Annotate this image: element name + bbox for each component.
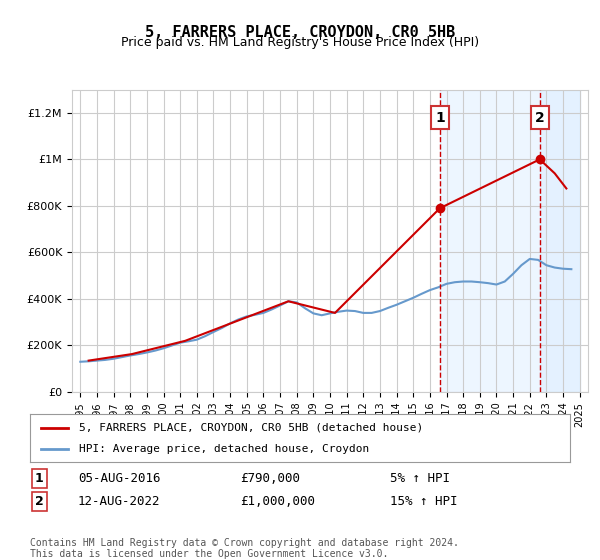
Text: 5, FARRERS PLACE, CROYDON, CR0 5HB: 5, FARRERS PLACE, CROYDON, CR0 5HB [145, 25, 455, 40]
Text: 5% ↑ HPI: 5% ↑ HPI [390, 472, 450, 486]
Text: Price paid vs. HM Land Registry's House Price Index (HPI): Price paid vs. HM Land Registry's House … [121, 36, 479, 49]
Text: £1,000,000: £1,000,000 [240, 494, 315, 508]
Text: £790,000: £790,000 [240, 472, 300, 486]
Text: 2: 2 [535, 110, 545, 124]
Text: 15% ↑ HPI: 15% ↑ HPI [390, 494, 458, 508]
Text: 1: 1 [435, 110, 445, 124]
Text: 2: 2 [35, 494, 43, 508]
Bar [540, 90, 580, 392]
Text: Contains HM Land Registry data © Crown copyright and database right 2024.
This d: Contains HM Land Registry data © Crown c… [30, 538, 459, 559]
Text: 5, FARRERS PLACE, CROYDON, CR0 5HB (detached house): 5, FARRERS PLACE, CROYDON, CR0 5HB (deta… [79, 423, 423, 433]
Bar [440, 90, 580, 392]
Text: 12-AUG-2022: 12-AUG-2022 [78, 494, 161, 508]
Text: 05-AUG-2016: 05-AUG-2016 [78, 472, 161, 486]
Text: HPI: Average price, detached house, Croydon: HPI: Average price, detached house, Croy… [79, 444, 369, 454]
Text: 1: 1 [35, 472, 43, 486]
